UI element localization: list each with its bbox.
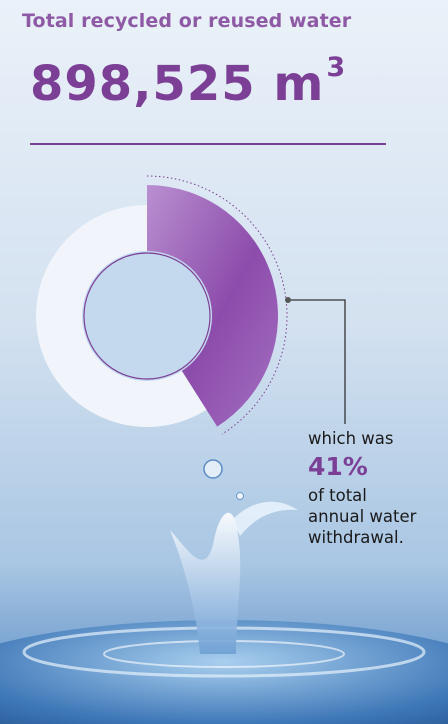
callout-text: which was 41% of total annual water with… (308, 428, 416, 548)
total-value-number: 898,525 m (30, 56, 325, 112)
water-pool (0, 620, 448, 724)
callout-line-1: which was (308, 429, 394, 448)
total-value: 898,525 m3 (30, 54, 346, 108)
callout-line-4: annual water (308, 507, 417, 526)
water-splash-illustration (0, 459, 448, 724)
unit-exponent: 3 (326, 52, 347, 83)
callout-dot (285, 297, 291, 303)
donut-hole (82, 251, 212, 381)
callout-line-3: of total (308, 486, 367, 505)
water-droplet-small (236, 492, 244, 500)
callout-leader-line (288, 299, 346, 424)
inner-ring-line (83, 252, 211, 380)
water-jet (170, 512, 241, 654)
callout-line-5: withdrawal. (308, 528, 404, 547)
splash-spray (232, 501, 298, 536)
divider-line (30, 143, 386, 145)
segment-dotted-arc (146, 175, 288, 435)
donut-segment-recycled (147, 185, 278, 427)
donut-chart (36, 175, 346, 435)
water-droplet (203, 459, 223, 479)
callout-percent: 41% (308, 452, 368, 481)
page-title: Total recycled or reused water (22, 10, 352, 32)
